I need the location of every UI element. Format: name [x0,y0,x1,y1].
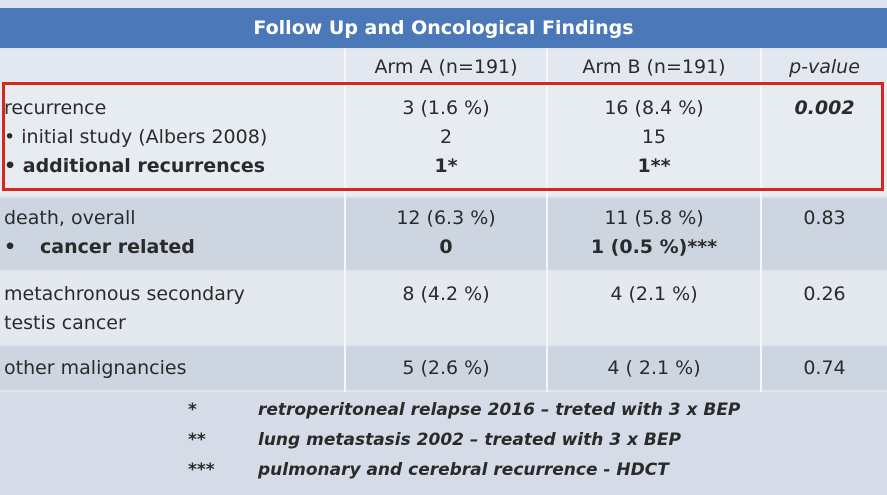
other-p: 0.74 [803,357,846,379]
initial-study-arm-a: 2 [439,126,453,148]
header-arm-b: Arm B (n=191) [582,56,726,78]
cancer-related-arm-b: 1 (0.5 %)*** [590,236,718,258]
initial-study-label: • initial study (Albers 2008) [4,126,268,148]
death-p: 0.83 [762,204,887,233]
table-row-recurrence: recurrence • initial study (Albers 2008)… [0,84,887,196]
footnote-mark: * [188,400,197,420]
recurrence-arm-a-value: 3 (1.6 %) [402,97,490,119]
death-arm-a: 12 (6.3 %) 0 [346,204,546,262]
recurrence-p-value: 0.002 [794,97,855,119]
footnote-mark: *** [188,460,215,480]
metachronous-label-line1: metachronous secondary [4,283,245,305]
footnote-text: retroperitoneal relapse 2016 – treted wi… [258,400,741,420]
table-title: Follow Up and Oncological Findings [0,8,887,48]
recurrence-label: recurrence [4,97,107,119]
additional-recurrences-arm-a: 1* [434,155,458,177]
table-row-metachronous: metachronous secondary testis cancer 8 (… [0,272,887,344]
death-p-value: 0.83 [803,207,846,229]
cancer-related-arm-a: 0 [439,236,453,258]
bullet: • [4,236,17,258]
other-arm-b: 4 ( 2.1 %) [607,357,701,379]
footnote-text: lung metastasis 2002 – treated with 3 x … [258,430,681,450]
death-arm-b-value: 11 (5.8 %) [604,207,704,229]
death-arm-a-value: 12 (6.3 %) [396,207,496,229]
metachronous-p: 0.26 [803,283,846,305]
cancer-related-label: • cancer related [4,233,344,262]
death-labels: death, overall • cancer related [4,204,344,262]
death-overall-label: death, overall [4,207,136,229]
header-arm-a: Arm A (n=191) [374,56,518,78]
additional-recurrences-arm-b: 1** [637,155,671,177]
recurrence-arm-b: 16 (8.4 %) 15 1** [548,94,760,181]
metachronous-arm-a: 8 (4.2 %) [402,283,490,305]
header-p-value: p-value [789,56,860,78]
recurrence-arm-b-value: 16 (8.4 %) [604,97,704,119]
footnote-text: pulmonary and cerebral recurrence - HDCT [258,460,669,480]
footnote-mark: ** [188,430,206,450]
table-row-death: death, overall • cancer related 12 (6.3 %… [0,198,887,270]
additional-recurrences-label: • additional recurrences [4,155,266,177]
metachronous-labels: metachronous secondary testis cancer [4,280,344,338]
cancer-related-text: cancer related [40,236,195,258]
recurrence-labels: recurrence • initial study (Albers 2008)… [4,94,344,181]
table-header-row: Arm A (n=191) Arm B (n=191) p-value [0,50,887,84]
recurrence-p: 0.002 [762,94,887,123]
initial-study-arm-b: 15 [641,126,667,148]
death-arm-b: 11 (5.8 %) 1 (0.5 %)*** [548,204,760,262]
column-divider [546,48,548,395]
metachronous-label-line2: testis cancer [4,312,126,334]
other-malignancies-label: other malignancies [4,357,187,379]
table-row-other-malignancies: other malignancies 5 (2.6 %) 4 ( 2.1 %) … [0,346,887,390]
column-divider [344,48,346,395]
column-divider [760,48,762,395]
metachronous-arm-b: 4 (2.1 %) [610,283,698,305]
recurrence-arm-a: 3 (1.6 %) 2 1* [346,94,546,181]
other-arm-a: 5 (2.6 %) [402,357,490,379]
footnotes: * retroperitoneal relapse 2016 – treted … [0,392,887,495]
